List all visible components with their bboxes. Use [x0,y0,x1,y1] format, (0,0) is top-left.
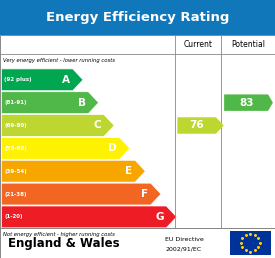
Text: A: A [62,75,70,85]
Text: E: E [125,166,132,176]
Text: (81-91): (81-91) [4,100,27,105]
Polygon shape [1,138,130,159]
Text: Very energy efficient - lower running costs: Very energy efficient - lower running co… [3,58,115,63]
Bar [0,35,275,228]
Polygon shape [1,69,83,91]
Text: Energy Efficiency Rating: Energy Efficiency Rating [46,11,229,24]
Text: Potential: Potential [231,40,265,49]
Text: (55-68): (55-68) [4,146,27,151]
Text: (92 plus): (92 plus) [4,77,32,82]
Text: (21-38): (21-38) [4,191,27,197]
Bar [0,228,275,258]
Text: B: B [78,98,86,108]
Text: 83: 83 [239,98,253,108]
Text: G: G [155,212,164,222]
Text: Current: Current [183,40,213,49]
Text: 76: 76 [189,120,204,131]
Polygon shape [1,115,114,136]
Text: (69-80): (69-80) [4,123,27,128]
Text: (1-20): (1-20) [4,214,23,219]
Polygon shape [177,117,224,134]
Text: C: C [94,120,101,131]
Text: F: F [141,189,148,199]
Polygon shape [1,206,177,228]
Text: England & Wales: England & Wales [8,237,120,250]
Polygon shape [1,160,145,182]
Text: 2002/91/EC: 2002/91/EC [165,246,201,251]
Text: (39-54): (39-54) [4,169,27,174]
Text: D: D [108,143,117,153]
Text: EU Directive: EU Directive [165,237,204,242]
Polygon shape [1,92,99,114]
Text: Not energy efficient - higher running costs: Not energy efficient - higher running co… [3,232,115,237]
Polygon shape [224,94,273,111]
Polygon shape [1,183,161,205]
Bar [0,0,275,35]
Bar [230,231,271,255]
